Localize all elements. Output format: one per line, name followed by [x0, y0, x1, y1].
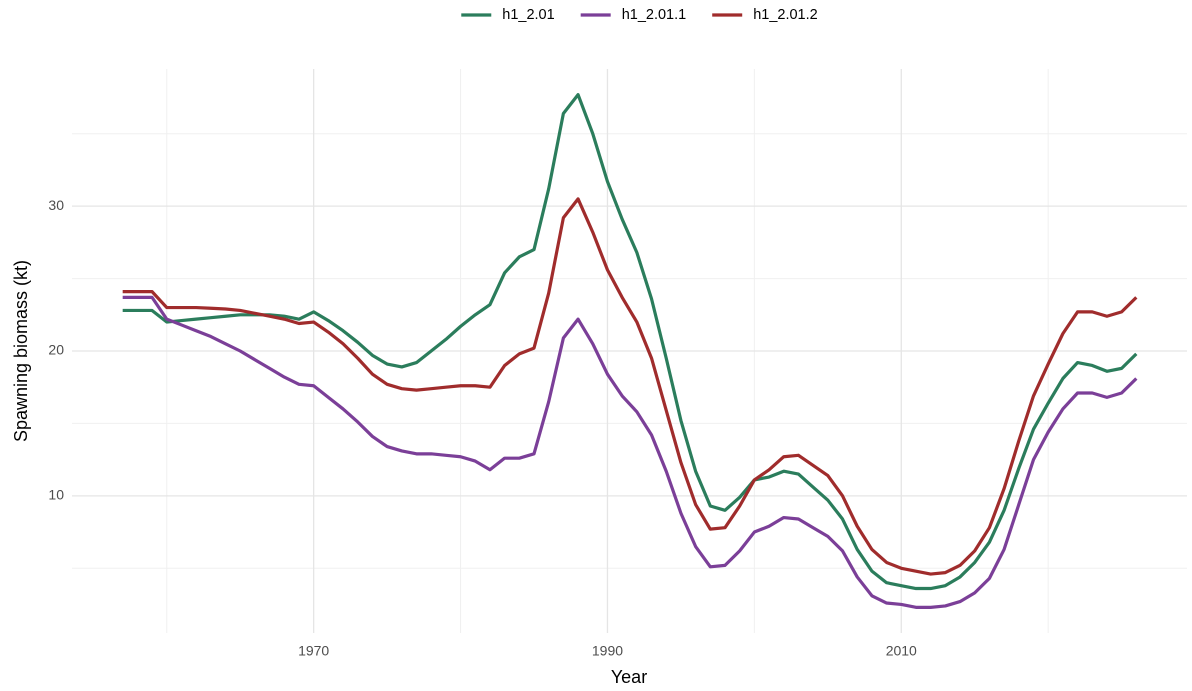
y-tick-label: 30	[48, 197, 64, 213]
legend-label: h1_2.01.1	[622, 7, 687, 23]
x-tick-label: 1970	[298, 643, 329, 659]
y-axis-title: Spawning biomass (kt)	[11, 260, 31, 442]
series-line	[122, 93, 1138, 591]
x-tick-label: 1990	[592, 643, 623, 659]
legend-item: h1_2.01.2	[712, 7, 818, 23]
series-line	[122, 197, 1138, 576]
x-tick-label: 2010	[886, 643, 917, 659]
y-tick-label: 10	[48, 487, 64, 503]
x-axis-title: Year	[611, 667, 647, 687]
lines	[122, 93, 1138, 609]
grid: 10 20 30 1970 1990 2010	[48, 69, 1187, 659]
legend-label: h1_2.01.2	[753, 7, 818, 23]
legend-item: h1_2.01	[461, 7, 555, 23]
legend: h1_2.01 h1_2.01.1 h1_2.01.2	[461, 7, 818, 23]
series-line	[122, 295, 1138, 609]
y-tick-label: 20	[48, 342, 64, 358]
legend-label: h1_2.01	[502, 7, 554, 23]
legend-item: h1_2.01.1	[580, 7, 687, 23]
